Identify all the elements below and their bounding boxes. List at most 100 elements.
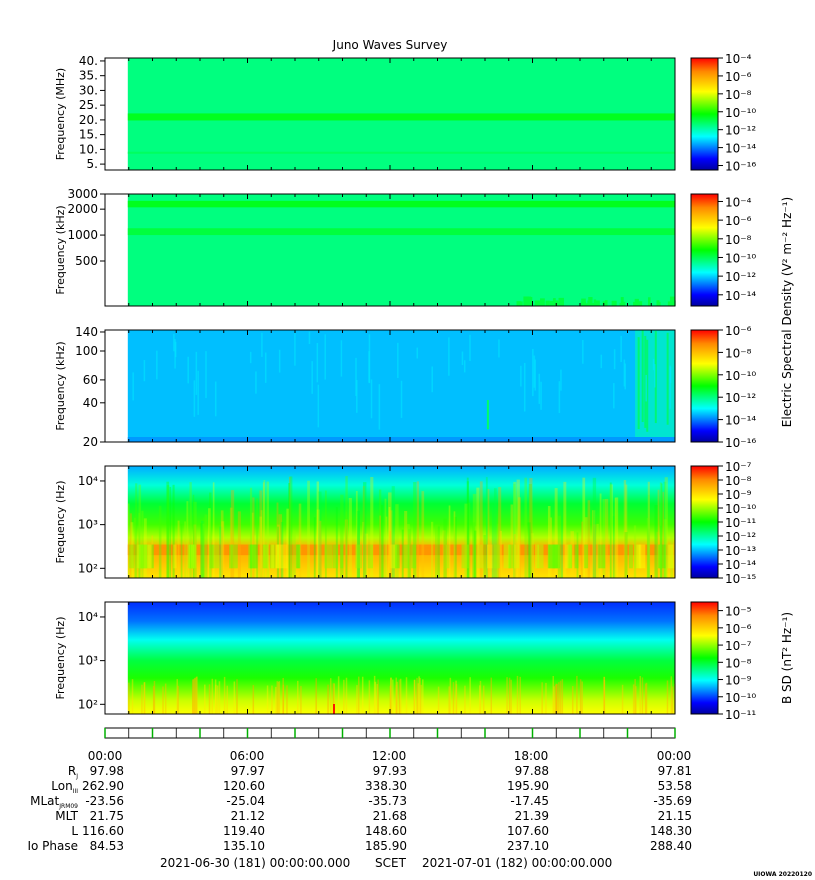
texture-streak xyxy=(399,678,402,714)
texture-streak xyxy=(641,677,644,714)
noise-patch xyxy=(604,300,608,306)
colorbar xyxy=(690,465,719,579)
texture-streak xyxy=(647,528,651,578)
texture-streak xyxy=(278,681,281,714)
texture-streak xyxy=(442,530,446,578)
texture-streak xyxy=(319,520,322,578)
texture-streak xyxy=(558,381,561,414)
texture-streak xyxy=(231,544,238,569)
texture-streak xyxy=(491,504,495,578)
texture-streak xyxy=(262,544,268,569)
texture-streak xyxy=(141,684,143,714)
ephemeris-row-subscript: III xyxy=(73,788,79,795)
texture-streak xyxy=(202,523,205,578)
texture-streak xyxy=(376,684,379,714)
texture-streak xyxy=(493,544,500,569)
texture-streak xyxy=(233,681,236,714)
streak xyxy=(637,337,640,430)
corner-stamp: UIOWA 20220120 xyxy=(753,871,812,878)
colorbar-tick-label: 10⁻⁷ xyxy=(725,639,752,653)
texture-streak xyxy=(479,685,481,714)
texture-streak xyxy=(374,681,377,714)
texture-streak xyxy=(422,679,424,714)
spectrogram-gradient-fill xyxy=(127,602,676,714)
noise-patch xyxy=(523,296,530,306)
colorbar xyxy=(690,601,719,715)
ephemeris-value: -35.73 xyxy=(368,794,407,808)
texture-streak xyxy=(129,544,135,569)
texture-streak xyxy=(612,516,615,578)
texture-streak xyxy=(208,684,211,714)
streak xyxy=(644,335,647,428)
texture-streak xyxy=(335,507,338,578)
texture-streak xyxy=(223,676,226,714)
y-tick-label: 10⁴ xyxy=(78,474,98,488)
texture-streak xyxy=(345,677,348,714)
texture-streak xyxy=(329,678,332,714)
colorbar-tick-label: 10⁻⁴ xyxy=(725,195,752,209)
texture-streak xyxy=(221,521,225,578)
y-tick-label: 30. xyxy=(79,83,98,97)
texture-streak xyxy=(508,677,511,714)
texture-streak xyxy=(263,479,266,578)
texture-streak xyxy=(173,544,177,569)
texture-streak xyxy=(127,503,130,578)
texture-streak xyxy=(340,544,344,569)
texture-streak xyxy=(570,531,574,578)
y-tick-label: 140 xyxy=(75,325,98,339)
texture-streak xyxy=(395,504,399,578)
ephemeris-value: 84.53 xyxy=(90,839,124,853)
ephemeris-row-label: RJ xyxy=(68,764,78,780)
texture-streak xyxy=(625,484,628,578)
texture-streak xyxy=(647,494,650,578)
colorbar-tick-label: 10⁻¹⁰ xyxy=(725,369,756,383)
ephemeris-value: 53.58 xyxy=(658,779,692,793)
texture-streak xyxy=(582,477,586,578)
spectrogram-background xyxy=(127,194,676,306)
colorbar-tick-label: 10⁻⁸ xyxy=(725,88,752,102)
texture-streak xyxy=(252,497,255,578)
streak xyxy=(666,332,669,425)
texture-streak xyxy=(138,484,142,578)
colorbar-tick-label: 10⁻⁸ xyxy=(725,474,752,488)
texture-streak xyxy=(249,487,253,578)
texture-streak xyxy=(190,544,197,569)
texture-streak xyxy=(214,381,217,417)
y-tick-label: 15. xyxy=(79,128,98,142)
y-tick-label: 10³ xyxy=(78,518,98,532)
texture-streak xyxy=(162,686,164,714)
noise-patch xyxy=(519,301,523,306)
ephemeris-value: 237.10 xyxy=(507,839,549,853)
colorbar-tick-label: 10⁻⁸ xyxy=(725,656,752,670)
texture-streak xyxy=(264,352,267,383)
texture-streak xyxy=(635,686,637,714)
texture-streak xyxy=(296,544,300,569)
texture-streak xyxy=(391,486,395,578)
y-tick-label: 500 xyxy=(75,254,98,268)
y-tick-label: 10² xyxy=(78,697,98,711)
texture-streak xyxy=(219,526,223,578)
texture-streak xyxy=(416,481,419,578)
colorbar xyxy=(690,193,719,307)
texture-streak xyxy=(131,679,134,714)
texture-streak xyxy=(367,544,373,569)
ephemeris-row-label: L xyxy=(71,824,78,838)
y-tick-label: 60 xyxy=(83,373,98,387)
texture-streak xyxy=(464,685,466,714)
texture-streak xyxy=(445,544,450,569)
texture-streak xyxy=(663,481,667,578)
texture-streak xyxy=(413,679,416,714)
ephemeris-value: 97.88 xyxy=(515,764,549,778)
texture-streak xyxy=(395,684,398,714)
texture-streak xyxy=(431,521,434,578)
noise-patch xyxy=(638,301,643,306)
texture-streak xyxy=(452,682,455,714)
texture-streak xyxy=(251,544,256,569)
spike xyxy=(486,400,489,430)
texture-streak xyxy=(266,685,269,714)
texture-streak xyxy=(193,678,196,714)
texture-streak xyxy=(518,497,521,578)
ephemeris-row-label: MLatJRM09 xyxy=(30,794,78,810)
texture-streak xyxy=(659,482,662,578)
footer-start-time: 2021-06-30 (181) 00:00:00.000 xyxy=(160,856,350,870)
